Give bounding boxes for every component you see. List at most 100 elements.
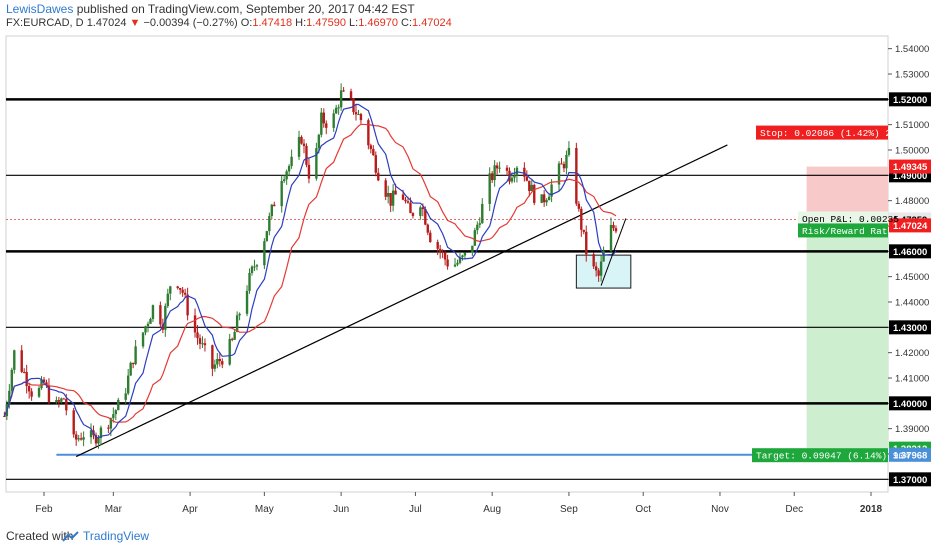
y-tick-label: 1.51000 xyxy=(895,120,929,131)
candle-body xyxy=(290,156,293,166)
candle-body xyxy=(315,148,318,179)
candle-body xyxy=(109,418,113,429)
candle-body xyxy=(201,343,204,345)
candle-body xyxy=(585,231,588,255)
stop-label-text: Stop: 0.02086 (1.42%) 208 xyxy=(760,128,903,139)
candle-body xyxy=(320,112,323,135)
x-tick-label: 2018 xyxy=(860,504,883,515)
candle-body xyxy=(594,266,598,271)
candle-body xyxy=(401,194,405,200)
candle-body xyxy=(112,414,115,419)
candle-body xyxy=(421,207,425,210)
publish-info: LewisDawes published on TradingView.com,… xyxy=(6,2,415,16)
candle-body xyxy=(372,148,375,156)
candle-body xyxy=(540,194,543,203)
ma-fast-line xyxy=(3,103,617,439)
candle-body xyxy=(377,172,380,181)
candle-body xyxy=(146,323,150,327)
candle-body xyxy=(424,209,427,225)
candle-body xyxy=(27,386,31,392)
candle-body xyxy=(65,399,68,411)
x-tick-label: Mar xyxy=(105,504,123,515)
candle-body xyxy=(419,207,422,216)
open-value: 1.47418 xyxy=(252,17,293,29)
candle-body xyxy=(221,361,224,365)
candle-body xyxy=(443,252,447,260)
candle-body xyxy=(453,264,457,267)
low-value: 1.46970 xyxy=(358,17,398,29)
candle-body xyxy=(82,437,85,440)
candle-body xyxy=(305,145,308,165)
target-label-bg xyxy=(752,448,888,463)
candle-body xyxy=(307,164,311,179)
candle-body xyxy=(505,167,509,171)
candle-body xyxy=(461,255,464,258)
candle-body xyxy=(354,112,358,115)
candle-body xyxy=(20,350,23,372)
candle-body xyxy=(22,371,26,373)
candle-body xyxy=(263,241,266,266)
author-link[interactable]: LewisDawes xyxy=(6,2,74,16)
y-tick-label: 1.50000 xyxy=(895,146,929,157)
candle-body xyxy=(463,252,467,256)
candle-body xyxy=(476,224,479,231)
candle-body xyxy=(409,202,412,214)
candle-body xyxy=(30,391,33,397)
candle-body xyxy=(273,204,276,207)
level-price-tag: 1.43000 xyxy=(893,323,927,334)
candle-body xyxy=(404,199,407,202)
candle-body xyxy=(176,286,179,289)
price-tag-target_line: 1.37968 xyxy=(893,450,927,461)
pnl-label-bg xyxy=(798,211,888,226)
candle-body xyxy=(57,400,61,402)
candle-body xyxy=(213,364,217,369)
candle-body xyxy=(74,434,78,440)
trendline xyxy=(75,144,728,458)
level-price-tag-bg xyxy=(889,396,931,411)
candle-body xyxy=(178,288,182,290)
tradingview-brand[interactable]: TradingView xyxy=(83,529,150,543)
level-price-tag: 1.49000 xyxy=(893,171,927,182)
candle-body xyxy=(545,200,548,203)
candle-body xyxy=(40,379,43,389)
candles xyxy=(3,83,618,449)
candle-body xyxy=(557,163,561,185)
candle-body xyxy=(614,228,618,232)
chart-footer: Created with TradingView xyxy=(0,522,932,550)
candle-body xyxy=(411,213,415,216)
candle-body xyxy=(441,251,444,253)
candle-body xyxy=(458,257,462,263)
candle-body xyxy=(166,293,170,306)
candle-body xyxy=(359,114,363,121)
level-price-tag-bg xyxy=(889,320,931,335)
open-label: O: xyxy=(240,17,253,29)
candle-body xyxy=(282,179,286,181)
projection-line xyxy=(600,218,627,286)
y-tick-label: 1.54000 xyxy=(895,44,929,55)
candle-body xyxy=(129,362,132,376)
level-price-tag-bg xyxy=(889,92,931,107)
candle-body xyxy=(481,203,484,224)
x-tick-label: Jul xyxy=(409,504,422,515)
candle-body xyxy=(253,266,256,268)
candle-body xyxy=(37,388,41,397)
target-label-text: Target: 0.09047 (6.14%) 904 xyxy=(756,451,910,462)
candle-body xyxy=(510,177,514,182)
candle-body xyxy=(394,190,397,195)
rr-label-bg xyxy=(798,223,888,238)
y-axis: 1.54000 1.53000 1.52000 1.51000 1.50000 1.490… xyxy=(888,44,929,486)
candle-body xyxy=(300,136,303,144)
candle-body xyxy=(265,231,269,242)
candle-body xyxy=(530,184,533,192)
last-price: 1.47024 xyxy=(86,17,127,29)
candle-body xyxy=(386,193,390,197)
symbol-info: FX:EURCAD, D 1.47024 ▼ −0.00394 (−0.27%)… xyxy=(6,17,452,29)
candle-body xyxy=(164,305,167,330)
y-tick-label: 1.41000 xyxy=(895,374,929,385)
candle-body xyxy=(446,259,449,267)
candle-body xyxy=(599,261,603,276)
candle-body xyxy=(352,98,355,113)
candle-body xyxy=(181,289,184,293)
candle-body xyxy=(342,90,345,92)
